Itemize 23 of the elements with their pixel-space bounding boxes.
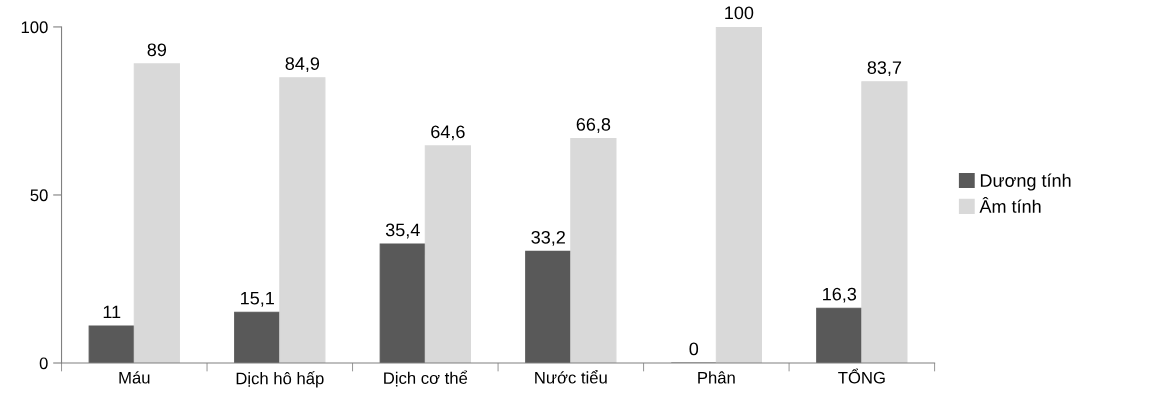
data-label: 84,9 xyxy=(285,57,320,73)
data-label: 89 xyxy=(147,43,167,57)
y-tick-label: 100 xyxy=(21,21,48,34)
data-label: 83,7 xyxy=(867,61,902,77)
data-label: 15,1 xyxy=(241,291,274,307)
data-label: 100 xyxy=(725,6,754,20)
data-label: 16,3 xyxy=(823,287,857,303)
data-label: 0 xyxy=(689,342,699,356)
data-label: 66,8 xyxy=(576,117,611,133)
y-tick-label: 50 xyxy=(30,189,48,202)
data-label: 33,2 xyxy=(531,230,565,246)
y-tick-label: 0 xyxy=(39,357,48,370)
x-tick-label: Phân xyxy=(698,371,735,384)
x-tick-label: TỔNG xyxy=(838,368,885,384)
x-tick-label: Nước tiểu xyxy=(535,369,607,384)
data-label: 35,4 xyxy=(385,223,420,239)
data-label: 64,6 xyxy=(431,125,465,141)
x-tick-label: Máu xyxy=(119,371,150,384)
x-tick-label: Dịch cơ thể xyxy=(384,370,468,387)
data-label: 11 xyxy=(103,305,121,319)
legend-label: Âm tính xyxy=(979,196,1041,213)
legend-label: Dương tính xyxy=(980,173,1071,191)
x-tick-label: Dịch hô hấp xyxy=(236,371,324,388)
